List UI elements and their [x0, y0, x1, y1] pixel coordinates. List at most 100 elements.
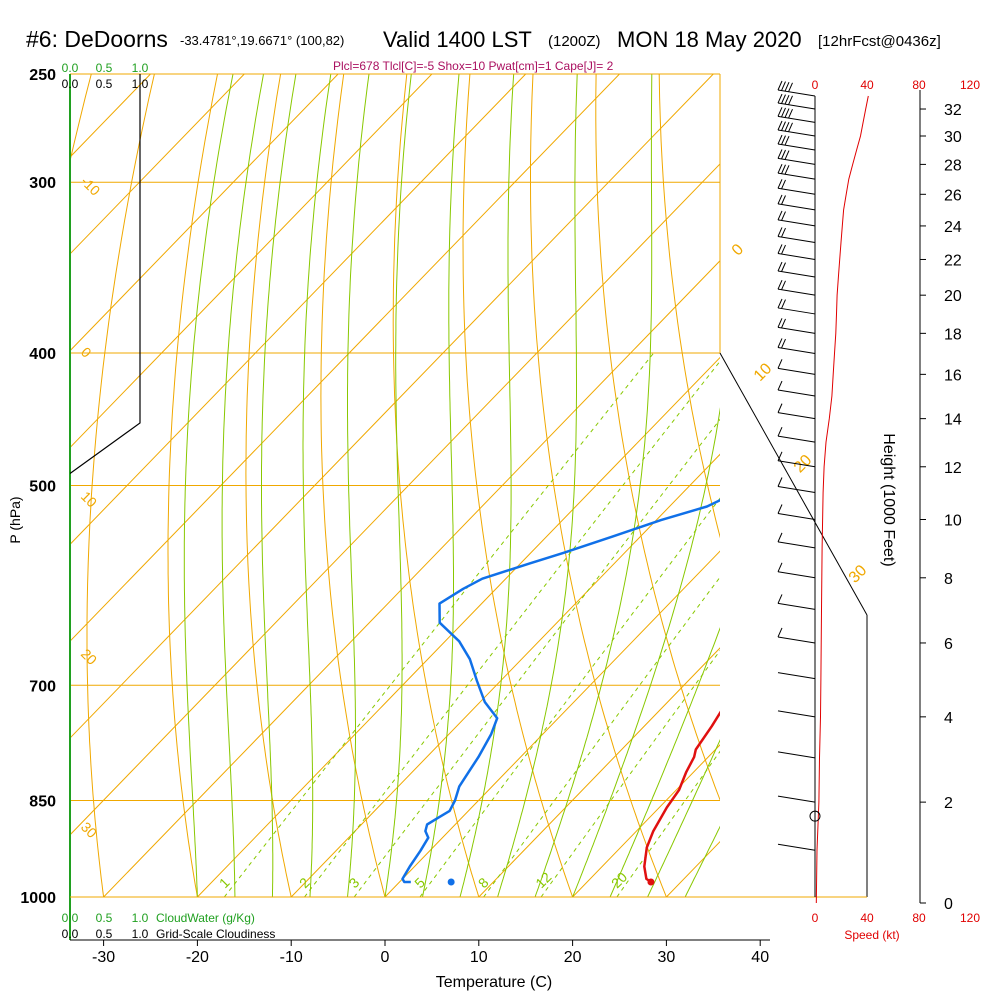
dry-adiabat-line	[167, 74, 218, 897]
mixing-ratio-label: 20	[608, 869, 630, 891]
plot-frame	[69, 73, 868, 940]
temperature-tick-label: 20	[564, 949, 582, 966]
forecast-date: MON 18 May 2020	[617, 27, 802, 52]
height-tick-label: 8	[944, 571, 953, 588]
cloud-water-tick-label: 1.0	[132, 911, 149, 925]
isotherm-line	[70, 74, 714, 739]
isotherm-line	[70, 74, 245, 255]
dry-adiabat-line	[848, 74, 1000, 897]
speed-tick-label: 120	[960, 78, 980, 92]
height-tick-label: 22	[944, 252, 962, 269]
pressure-tick-label: 500	[29, 479, 56, 496]
isotherm-label: 10	[751, 360, 776, 385]
station-title: #6: DeDoorns	[26, 26, 168, 52]
temperature-tick-label: -10	[280, 949, 303, 966]
moist-adiabat-line	[183, 74, 234, 897]
wind-barb	[777, 120, 816, 137]
speed-tick-label: 80	[912, 78, 926, 92]
height-tick-label: 18	[944, 326, 962, 343]
cloudiness-tick-label: 0.0	[62, 77, 79, 91]
temperature-tick-label: -20	[186, 949, 209, 966]
height-tick-label: 26	[944, 187, 962, 204]
mixing-ratio-line	[353, 418, 720, 897]
isotherm-label: 20	[791, 452, 816, 477]
isotherm-line	[70, 74, 433, 449]
speed-tick-label: 80	[912, 911, 926, 925]
wind-barb	[777, 426, 816, 443]
isotherm-line	[854, 74, 1000, 897]
wind-barb	[777, 504, 816, 520]
surface-temperature-marker	[647, 878, 655, 886]
moist-adiabat-line	[221, 74, 264, 897]
wind-barb	[777, 279, 816, 296]
wind-barb	[777, 751, 816, 759]
cloudiness-profile	[70, 74, 141, 474]
height-axis-label: Height (1000 Feet)	[880, 433, 897, 566]
pressure-tick-label: 400	[29, 346, 56, 363]
cloudiness-tick-label: 0.5	[96, 927, 113, 941]
wind-barb	[777, 318, 816, 334]
wind-barb	[777, 80, 816, 97]
dry-adiabat-line	[86, 74, 155, 897]
wind-speed-line	[815, 95, 869, 904]
pressure-axis-label: P (hPa)	[7, 496, 23, 543]
cloudiness-line	[70, 74, 141, 474]
dry-adiabat-line	[245, 74, 292, 897]
pressure-tick-label: 300	[29, 175, 56, 192]
wind-barb	[777, 672, 816, 680]
moist-adiabat-line	[534, 74, 653, 897]
valid-time: Valid 1400 LST	[383, 27, 532, 52]
height-tick-label: 6	[944, 636, 953, 653]
temperature-axis-label: Temperature (C)	[436, 974, 552, 991]
surface-dewpoint-marker	[447, 878, 455, 886]
height-tick-label: 0	[944, 896, 953, 913]
wind-barb	[777, 338, 816, 354]
wind-barb	[777, 134, 816, 151]
speed-tick-label: 40	[860, 911, 874, 925]
isotherm-label: -10	[78, 173, 104, 199]
moist-adiabat-line	[647, 739, 720, 897]
cloudiness-axis-label: Grid-Scale Cloudiness	[156, 927, 275, 941]
cloudiness-tick-label: 0.0	[62, 927, 79, 941]
stability-indices: Plcl=678 Tlcl[C]=-5 Shox=10 Pwat[cm]=1 C…	[333, 59, 614, 73]
moist-adiabat-line	[261, 74, 297, 897]
moist-adiabat-line	[384, 74, 412, 897]
height-tick-label: 12	[944, 460, 962, 477]
height-tick-label: 16	[944, 367, 962, 384]
dry-adiabat-line	[975, 74, 1000, 897]
isotherm-line	[70, 74, 339, 352]
wind-barb	[777, 227, 816, 243]
wind-barb	[777, 298, 816, 315]
temperature-tick-label: 0	[381, 949, 390, 966]
height-tick-label: 10	[944, 513, 962, 530]
temperature-profile-line	[643, 710, 720, 884]
wind-barb	[777, 627, 816, 644]
dry-adiabat-line	[658, 74, 720, 539]
cloudiness-tick-label: 0.5	[96, 77, 113, 91]
isotherm-line	[197, 356, 720, 897]
wind-barb	[777, 532, 816, 549]
isotherm-label: 0	[729, 241, 747, 259]
isotherm-label: 10	[78, 488, 100, 510]
isotherm-line	[290, 453, 720, 897]
moist-adiabat-line	[497, 74, 578, 897]
isotherm-line	[103, 260, 720, 897]
wind-barb	[777, 562, 816, 579]
cloudiness-tick-label: 1.0	[132, 77, 149, 91]
speed-tick-label: 40	[860, 78, 874, 92]
wind-barb	[777, 107, 816, 123]
wind-barb	[777, 163, 816, 180]
wind-barb	[777, 477, 816, 494]
dry-adiabat-line	[392, 74, 480, 897]
speed-tick-label: 0	[812, 911, 819, 925]
cloud-water-axis-label: CloudWater (g/Kg)	[156, 911, 255, 925]
wind-barb	[777, 244, 816, 260]
wind-barb	[777, 179, 816, 195]
mixing-ratio-line	[616, 750, 720, 897]
speed-tick-label: 120	[960, 911, 980, 925]
dry-adiabat-line	[595, 74, 720, 802]
mixing-ratio-label: 12	[532, 869, 554, 891]
